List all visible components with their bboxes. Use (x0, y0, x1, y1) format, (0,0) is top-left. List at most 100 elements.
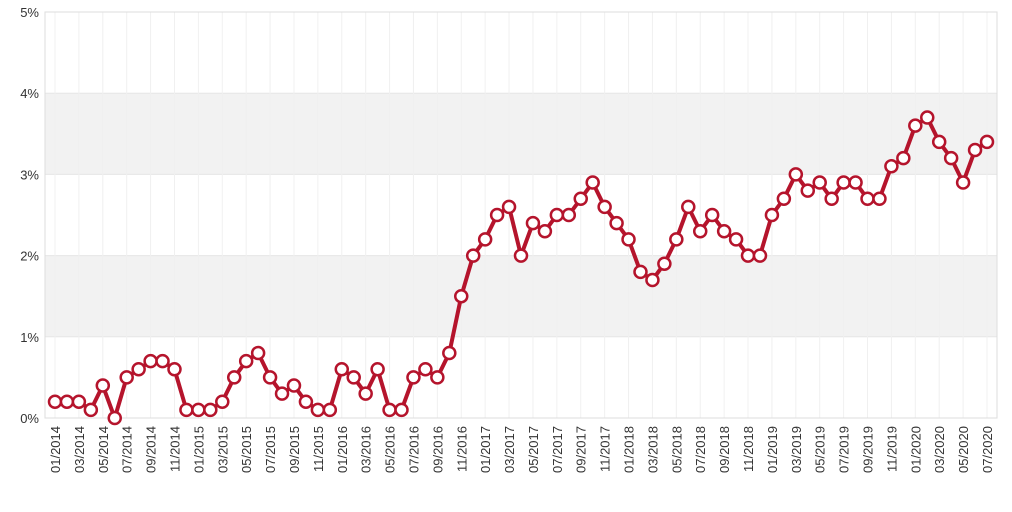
data-point (860, 191, 875, 207)
data-point (609, 215, 624, 231)
data-point (621, 232, 636, 247)
x-tick-label: 05/2016 (383, 426, 398, 473)
x-tick-label: 09/2017 (574, 426, 589, 473)
x-tick-label: 07/2017 (550, 426, 565, 473)
data-point (262, 370, 278, 385)
data-point (896, 150, 911, 166)
y-tick-label: 5% (20, 5, 39, 20)
data-point (752, 248, 768, 263)
data-point (513, 248, 529, 263)
x-tick-label: 01/2014 (48, 426, 63, 473)
data-point (322, 402, 338, 418)
x-tick-label: 09/2014 (144, 426, 159, 473)
x-tick-label: 07/2016 (406, 426, 421, 473)
data-point (788, 167, 804, 182)
x-tick-label: 01/2018 (622, 426, 637, 473)
x-tick-label: 11/2015 (311, 426, 326, 472)
data-point (836, 175, 851, 190)
data-point (274, 386, 290, 401)
data-point (669, 232, 684, 247)
y-tick-label: 2% (20, 249, 39, 264)
data-point (430, 370, 445, 385)
data-point (107, 410, 122, 426)
data-point (525, 215, 541, 231)
data-point (334, 362, 350, 377)
data-point (681, 199, 696, 215)
x-tick-label: 07/2014 (120, 426, 135, 473)
data-point (442, 345, 457, 361)
data-point (573, 191, 588, 207)
data-point (812, 175, 827, 190)
data-point (633, 264, 648, 280)
data-point (549, 207, 565, 223)
plot-background (45, 11, 997, 419)
data-point (298, 394, 314, 410)
x-tick-label: 09/2015 (287, 426, 302, 473)
x-tick-label: 09/2018 (717, 426, 732, 473)
y-tick-label: 4% (20, 86, 39, 101)
data-point (764, 207, 780, 223)
x-tick-label: 03/2020 (932, 426, 947, 473)
data-point (59, 394, 75, 410)
x-tick-label: 05/2017 (526, 426, 541, 473)
x-tick-label: 01/2016 (335, 426, 350, 473)
x-tick-label: 11/2014 (167, 426, 182, 472)
data-point (645, 272, 660, 288)
data-point (119, 370, 134, 385)
y-tick-label: 3% (20, 167, 39, 182)
x-tick-label: 07/2019 (837, 426, 852, 473)
data-point (203, 402, 218, 418)
plot-frame (44, 11, 998, 419)
data-point (250, 345, 266, 361)
data-point (537, 223, 553, 239)
y-tick-label: 1% (20, 330, 39, 345)
x-tick-label: 05/2014 (96, 426, 111, 473)
data-point (286, 378, 302, 393)
data-point (920, 110, 935, 125)
data-point (489, 207, 505, 223)
data-point (800, 183, 816, 198)
data-point (704, 207, 720, 223)
data-point (47, 394, 63, 410)
grid-band (45, 255, 997, 337)
data-point (238, 353, 254, 369)
data-point (848, 175, 863, 190)
x-tick-label: 01/2017 (478, 426, 493, 473)
data-point (226, 370, 242, 385)
data-point (561, 207, 577, 223)
x-tick-label: 05/2015 (239, 426, 254, 473)
x-tick-label: 03/2016 (359, 426, 374, 473)
data-point (167, 362, 182, 377)
data-point (967, 142, 983, 158)
y-tick-label: 0% (20, 411, 39, 426)
x-tick-label: 09/2019 (861, 426, 876, 473)
x-tick-label: 03/2014 (72, 426, 87, 473)
data-point (191, 402, 206, 418)
data-point (728, 232, 744, 247)
x-tick-label: 11/2018 (741, 426, 756, 472)
data-point (884, 159, 899, 174)
data-point (477, 232, 493, 247)
x-tick-label: 03/2019 (789, 426, 804, 473)
x-tick-label: 07/2020 (980, 426, 995, 473)
data-point (776, 191, 792, 207)
data-point (95, 378, 111, 393)
data-point (83, 402, 99, 418)
data-point (824, 191, 839, 207)
data-point (955, 175, 971, 190)
grid-band (45, 93, 997, 175)
data-point (346, 370, 361, 385)
data-point (740, 248, 756, 263)
data-point (406, 370, 421, 385)
data-point (71, 394, 87, 410)
data-point (597, 199, 612, 215)
data-point (979, 134, 995, 150)
data-point (394, 402, 409, 418)
data-point (454, 288, 469, 304)
x-tick-label: 07/2015 (263, 426, 278, 473)
x-tick-label: 05/2020 (956, 426, 971, 473)
data-point (501, 199, 517, 215)
data-point (465, 248, 481, 263)
data-point (370, 362, 385, 377)
data-point (143, 353, 158, 369)
